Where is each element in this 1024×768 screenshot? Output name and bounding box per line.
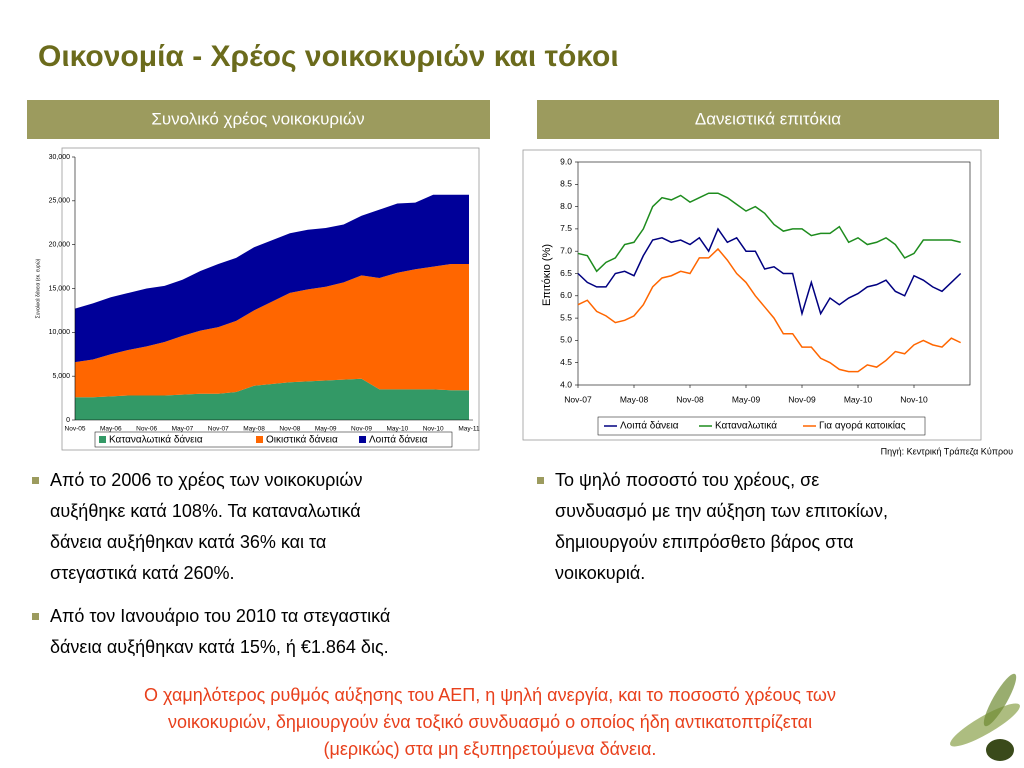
bullet-text: Το ψηλό ποσοστό του χρέους, σε — [555, 470, 819, 490]
x-tick-label: Nov-09 — [351, 426, 372, 433]
bullet-text: νοικοκυριά. — [555, 563, 645, 583]
x-tick-label: Nov-05 — [65, 426, 86, 433]
y-tick-label: 8.0 — [560, 201, 572, 211]
bullet-marker — [537, 477, 544, 484]
y-tick-label: 20,000 — [49, 242, 71, 249]
line — [577, 247, 961, 373]
y-tick-label: 6.5 — [560, 268, 572, 278]
x-tick-label: Nov-08 — [676, 394, 704, 404]
chart-frame — [522, 149, 982, 441]
y-tick-label: 0 — [66, 417, 70, 424]
y-tick-label: 7.0 — [560, 245, 572, 255]
area — [75, 194, 469, 363]
legend-swatch — [359, 436, 366, 443]
y-tick-label: 4.0 — [560, 379, 572, 389]
bullet-text: στεγαστικά κατά 260%. — [50, 563, 235, 583]
y-tick-label: 7.5 — [560, 223, 572, 233]
y-tick-label: 25,000 — [49, 198, 71, 205]
y-tick-label: 9.0 — [560, 156, 572, 166]
area — [75, 263, 469, 398]
x-tick-label: May-09 — [732, 394, 761, 404]
footer-text: Ο χαμηλότερος ρυθμός αύξησης του ΑΕΠ, η … — [144, 685, 836, 705]
bullet-text: δημιουργούν επιπρόσθετο βάρος στα — [555, 532, 854, 552]
y-tick-label: 30,000 — [49, 154, 71, 161]
line — [577, 192, 961, 273]
x-tick-label: Nov-07 — [208, 426, 229, 433]
x-tick-label: May-06 — [100, 426, 122, 433]
y-tick-label: 4.5 — [560, 357, 572, 367]
y-tick-label: 5.0 — [560, 335, 572, 345]
bullet-text: δάνεια αυξήθηκαν κατά 36% και τα — [50, 532, 326, 552]
legend-swatch — [99, 436, 106, 443]
source: Πηγή: Κεντρική Τράπεζα Κύπρου — [881, 446, 1013, 456]
x-tick-label: May-09 — [315, 426, 337, 433]
header-bar — [537, 100, 999, 139]
x-tick-label: Nov-08 — [279, 426, 300, 433]
plot-frame — [577, 161, 971, 386]
legend-label: Οικιστικά δάνεια — [266, 434, 338, 446]
x-tick-label: May-08 — [243, 426, 265, 433]
olive-decoration — [950, 673, 1020, 761]
bullet-text: συνδυασμό με την αύξηση των επιτοκίων, — [555, 501, 888, 521]
legend-label: Καταναλωτικά δάνεια — [109, 434, 203, 446]
legend-swatch — [256, 436, 263, 443]
x-tick-label: May-11 — [458, 426, 480, 433]
chart-frame — [61, 147, 480, 451]
x-tick-label: Nov-07 — [564, 394, 592, 404]
bullet-marker — [32, 477, 39, 484]
legend-label: Για αγορά κατοικίας — [819, 420, 906, 432]
left-header: Συνολικό χρέος νοικοκυριών — [151, 109, 364, 128]
y-tick-label: 10,000 — [49, 329, 71, 336]
legend-label: Καταναλωτικά — [715, 420, 777, 432]
footer-text: (μερικώς) στα μη εξυπηρετούμενα δάνεια. — [324, 739, 657, 759]
y-tick-label: 5.5 — [560, 312, 572, 322]
bullet-text: αυξήθηκε κατά 108%. Τα καταναλωτικά — [50, 501, 361, 521]
area — [75, 378, 469, 420]
bullet-text: Από τον Ιανουάριο του 2010 τα στεγαστικά — [50, 606, 390, 626]
x-tick-label: May-08 — [620, 394, 649, 404]
y-tick-label: 5,000 — [52, 373, 70, 380]
x-tick-label: May-07 — [172, 426, 194, 433]
y-axis-label: Συνολικά δάνεια (εκ. ευρώ) — [34, 258, 41, 318]
x-tick-label: May-10 — [387, 426, 409, 433]
bullet-text: δάνεια αυξήθηκαν κατά 15%, ή €1.864 δις. — [50, 637, 389, 657]
y-tick-label: 6.0 — [560, 290, 572, 300]
y-tick-label: 15,000 — [49, 285, 71, 292]
header-bar — [27, 100, 490, 139]
legend-box — [94, 431, 453, 448]
x-tick-label: Nov-10 — [423, 426, 444, 433]
slide-title: Οικονομία - Χρέος νοικοκυριών και τόκοι — [38, 40, 619, 73]
bullet-text: Από το 2006 το χρέος των νοικοκυριών — [50, 470, 362, 490]
legend-label: Λοιπά δάνεια — [620, 420, 679, 432]
x-tick-label: Nov-06 — [136, 426, 157, 433]
legend-box — [597, 416, 926, 436]
right-header: Δανειστικά επιτόκια — [695, 109, 841, 128]
line — [577, 227, 962, 317]
x-tick-label: Nov-10 — [900, 394, 928, 404]
bullet-marker — [32, 613, 39, 620]
legend-label: Λοιπά δάνεια — [369, 434, 428, 446]
x-tick-label: Nov-09 — [788, 394, 816, 404]
y-axis-label: Επιτόκιο (%) — [541, 244, 553, 306]
y-tick-label: 8.5 — [560, 179, 572, 189]
footer-text: νοικοκυριών, δημιουργούν ένα τοξικό συνδ… — [168, 712, 812, 732]
x-tick-label: May-10 — [844, 394, 873, 404]
